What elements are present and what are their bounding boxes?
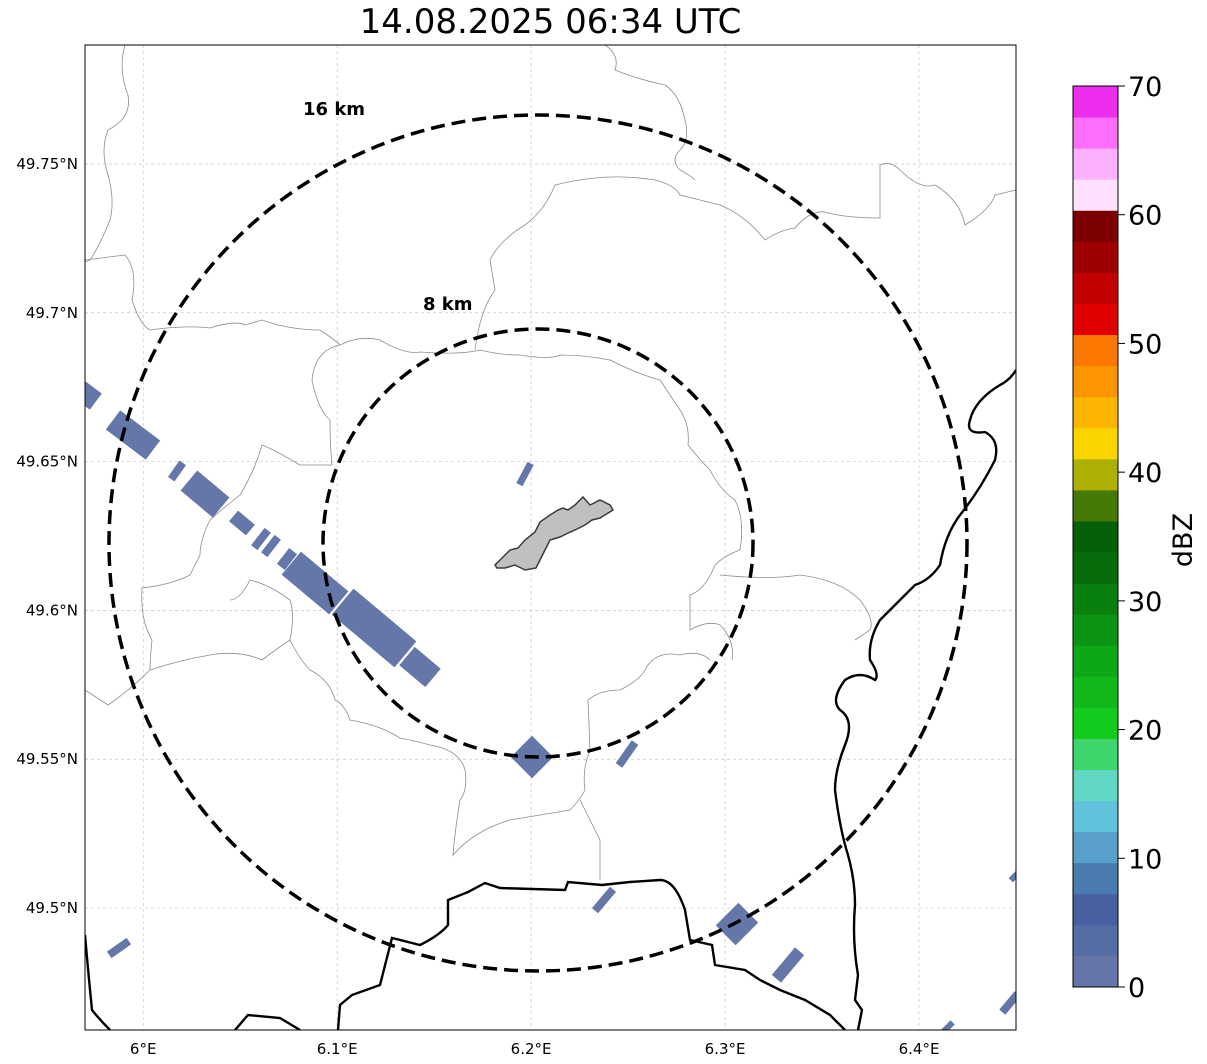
map-gridlines <box>85 45 1016 1030</box>
lat-tick-label: 49.7°N <box>26 304 78 322</box>
colorbar-swatch <box>1073 241 1118 273</box>
echo-cell <box>106 937 132 959</box>
colorbar: 0 10 20 30 40 50 60 70 <box>1072 72 1162 1004</box>
range-rings <box>107 113 969 973</box>
colorbar-swatch <box>1073 86 1118 118</box>
colorbar-swatch <box>1073 396 1118 429</box>
colorbar-swatch <box>1073 148 1118 180</box>
colorbar-frame <box>1072 85 1119 988</box>
colorbar-tick-label: 10 <box>1128 844 1162 875</box>
admin-line <box>85 344 341 706</box>
colorbar-swatch <box>1073 520 1118 553</box>
lon-tick-label: 6.1°E <box>317 1040 358 1058</box>
colorbar-swatch <box>1073 552 1118 584</box>
colorbar-swatch <box>1073 117 1118 149</box>
admin-line <box>149 579 293 671</box>
colorbar-swatch <box>1073 769 1118 802</box>
ring-label-16km: 16 km <box>303 99 365 120</box>
lat-tick-label: 49.75°N <box>16 155 78 173</box>
colorbar-tick-label: 40 <box>1128 458 1162 489</box>
colorbar-swatch <box>1073 458 1118 491</box>
colorbar-swatch <box>1073 955 1118 988</box>
colorbar-swatch <box>1073 800 1118 833</box>
admin-line <box>85 45 129 263</box>
echo-cell <box>251 527 271 551</box>
city-area <box>494 495 615 571</box>
colorbar-swatch <box>1073 303 1118 336</box>
admin-line <box>339 337 743 661</box>
echo-cell <box>999 991 1016 1015</box>
colorbar-swatch <box>1073 334 1118 367</box>
lon-tick-label: 6.2°E <box>511 1040 552 1058</box>
latitude-tick-labels: 49.5°N 49.55°N 49.6°N 49.65°N 49.7°N 49.75°N <box>16 155 78 917</box>
border-line <box>336 878 846 1030</box>
border-line <box>85 934 111 1030</box>
colorbar-tick-label: 30 <box>1128 587 1162 618</box>
colorbar-swatch <box>1073 365 1118 398</box>
admin-line <box>719 574 872 641</box>
colorbar-swatch <box>1073 489 1118 522</box>
admin-line <box>604 45 696 181</box>
echo-cell <box>229 510 255 536</box>
colorbar-swatch <box>1073 676 1118 708</box>
admin-boundaries <box>85 45 1016 880</box>
colorbar-swatch <box>1073 924 1118 957</box>
colorbar-swatch <box>1073 583 1118 615</box>
lon-tick-label: 6.3°E <box>705 1040 746 1058</box>
admin-line <box>474 259 496 351</box>
colorbar-swatch <box>1073 179 1118 211</box>
ring-label-8km: 8 km <box>423 294 473 315</box>
colorbar-tick-label: 20 <box>1128 716 1162 747</box>
colorbar-swatch <box>1073 645 1118 677</box>
echo-cell <box>1008 869 1016 883</box>
map-title: 14.08.2025 06:34 UTC <box>359 2 742 42</box>
echo-cell <box>771 947 805 983</box>
colorbar-swatch <box>1073 614 1118 646</box>
border-line <box>833 369 1016 1030</box>
ring-16km <box>107 113 969 973</box>
admin-line <box>489 162 1016 261</box>
lon-tick-label: 6°E <box>130 1040 157 1058</box>
lon-tick-label: 6.4°E <box>899 1040 940 1058</box>
admin-line <box>579 799 601 880</box>
admin-line <box>289 639 711 857</box>
echo-cell <box>939 1020 955 1030</box>
colorbar-swatch <box>1073 707 1118 739</box>
lat-tick-label: 49.6°N <box>26 601 78 619</box>
national-border <box>85 369 1016 1030</box>
colorbar-tick-label: 50 <box>1128 329 1162 360</box>
colorbar-swatch <box>1073 272 1118 304</box>
border-line <box>234 1013 301 1030</box>
colorbar-swatch <box>1073 738 1118 771</box>
echo-cell <box>85 380 102 410</box>
admin-line <box>85 254 341 346</box>
echo-cell <box>615 740 639 768</box>
ring-8km <box>321 327 755 759</box>
echo-cell <box>399 646 441 688</box>
plot-frame <box>84 44 1017 1031</box>
echo-cell <box>516 461 534 487</box>
radar-echoes <box>85 380 1016 1030</box>
lat-tick-label: 49.55°N <box>16 750 78 768</box>
echo-cell <box>331 588 417 668</box>
echo-cell <box>591 886 617 914</box>
colorbar-swatch <box>1073 831 1118 864</box>
echo-cell <box>276 548 298 570</box>
colorbar-swatch <box>1073 427 1118 460</box>
colorbar-tick-label: 70 <box>1128 72 1162 103</box>
echo-cell <box>105 410 161 460</box>
lat-tick-label: 49.5°N <box>26 899 78 917</box>
colorbar-label: dBZ <box>1168 513 1199 567</box>
longitude-tick-labels: 6°E 6.1°E 6.2°E 6.3°E 6.4°E <box>130 1040 940 1058</box>
colorbar-swatch <box>1073 862 1118 895</box>
colorbar-tick-label: 0 <box>1128 973 1145 1004</box>
colorbar-tick-label: 60 <box>1128 201 1162 232</box>
echo-cell <box>180 470 230 518</box>
colorbar-swatch <box>1073 893 1118 926</box>
colorbar-swatch <box>1073 210 1118 242</box>
echo-cell <box>261 534 281 558</box>
lat-tick-label: 49.65°N <box>16 453 78 471</box>
echo-cell <box>167 460 187 482</box>
